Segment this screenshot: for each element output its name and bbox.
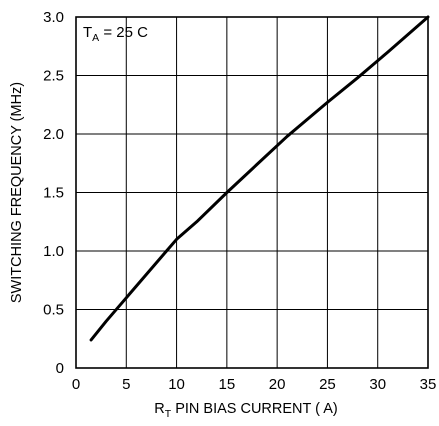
x-tick-label: 25 bbox=[319, 376, 336, 393]
y-tick-label: 2.5 bbox=[43, 68, 64, 85]
x-tick-label: 20 bbox=[269, 376, 286, 393]
x-tick-label: 0 bbox=[72, 376, 80, 393]
y-tick-label: 3.0 bbox=[43, 9, 64, 26]
grid bbox=[76, 17, 428, 368]
x-axis-label: RT PIN BIAS CURRENT ( A) bbox=[154, 401, 337, 420]
y-tick-labels: 0 0.5 1.0 1.5 2.0 2.5 3.0 bbox=[43, 9, 64, 377]
x-tick-label: 5 bbox=[122, 376, 130, 393]
series-group bbox=[89, 15, 430, 342]
y-tick-label: 2.0 bbox=[43, 126, 64, 143]
plot-frame bbox=[75, 16, 429, 369]
x-tick-label: 30 bbox=[369, 376, 386, 393]
series-line bbox=[89, 15, 430, 342]
x-tick-labels: 0 5 10 15 20 25 30 35 bbox=[72, 376, 437, 393]
y-tick-label: 1.5 bbox=[43, 185, 64, 202]
y-tick-label: 1.0 bbox=[43, 243, 64, 260]
temperature-annotation: TA = 25 C bbox=[83, 24, 148, 44]
y-tick-label: 0 bbox=[56, 360, 64, 377]
x-tick-label: 10 bbox=[168, 376, 185, 393]
y-axis-label: SWITCHING FREQUENCY (MHz) bbox=[9, 82, 25, 303]
y-tick-label: 0.5 bbox=[43, 302, 64, 319]
x-tick-label: 35 bbox=[420, 376, 437, 393]
x-tick-label: 15 bbox=[219, 376, 236, 393]
